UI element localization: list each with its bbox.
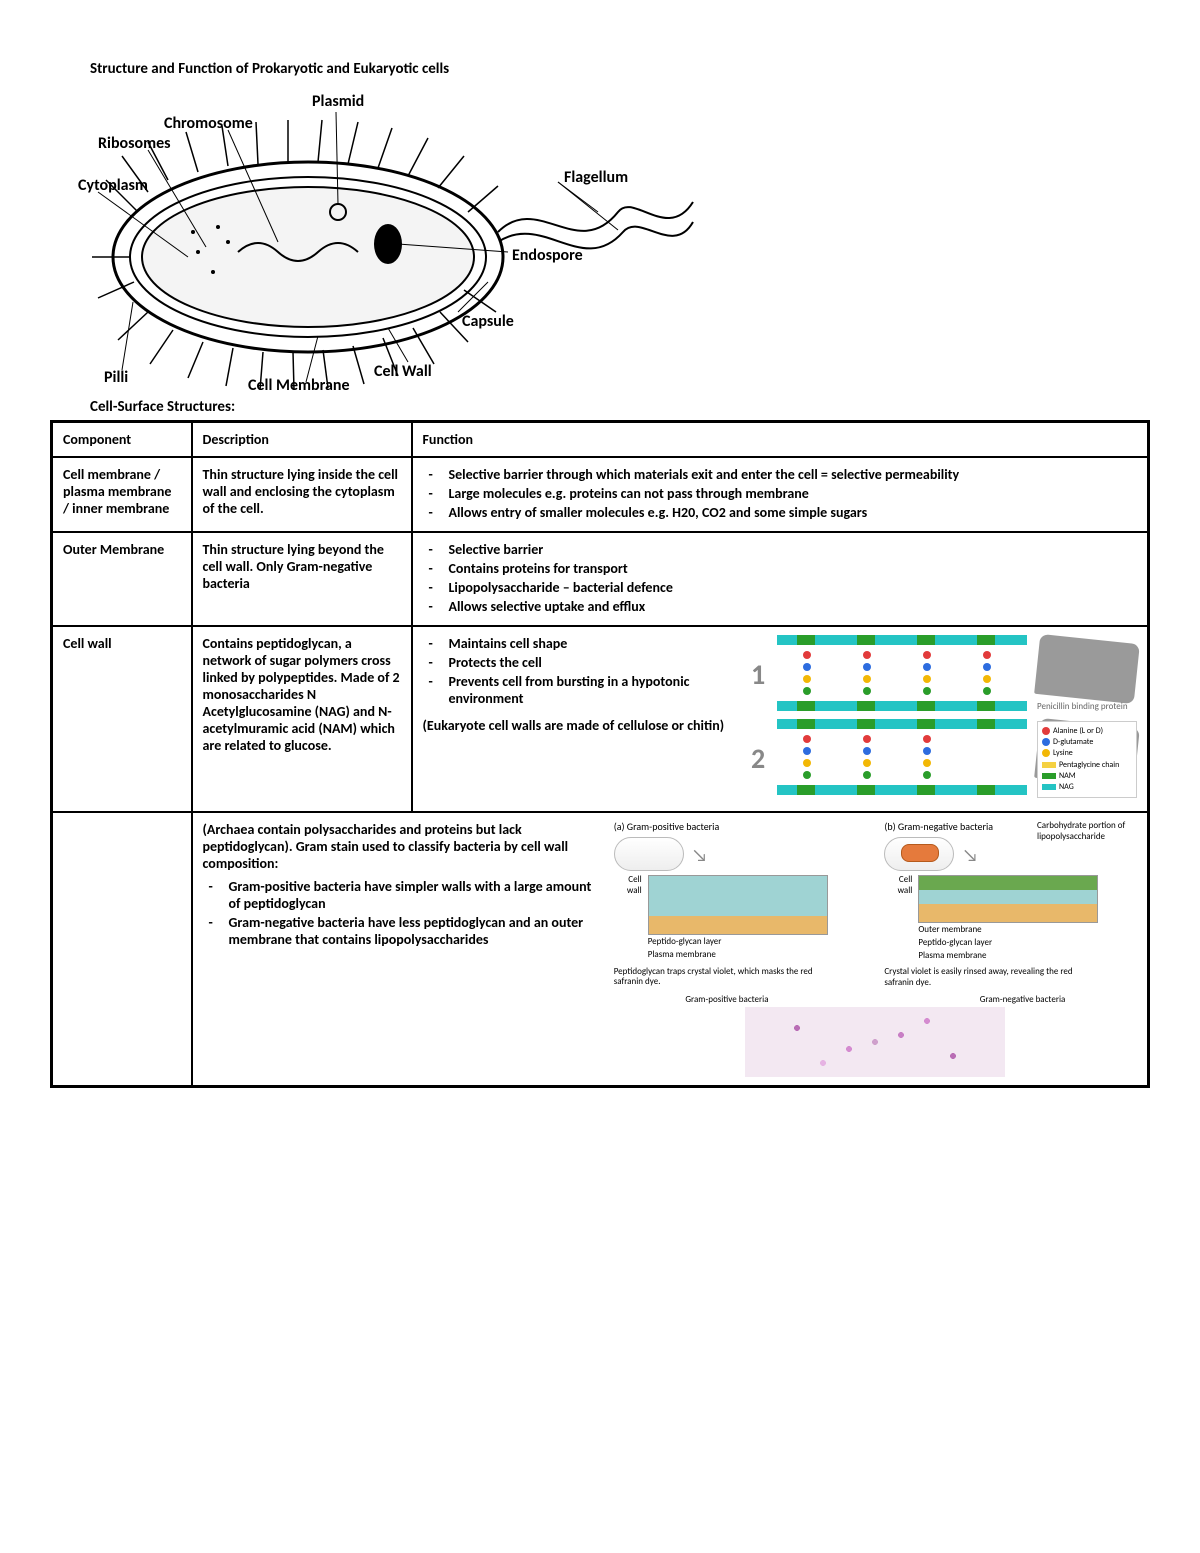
- document-title: Structure and Function of Prokaryotic an…: [90, 60, 1150, 78]
- table-row-archaea: (Archaea contain polysaccharides and pro…: [52, 812, 1149, 1086]
- label-capsule: Capsule: [462, 312, 514, 331]
- gram-caption-a: Peptidoglycan traps crystal violet, whic…: [614, 967, 814, 989]
- label-cytoplasm: Cytoplasm: [78, 176, 148, 195]
- lps-label: Carbohydrate portion of lipopolysacchari…: [1037, 821, 1147, 843]
- pg-legend: Alanine (L or D) D-glutamate Lysine Pent…: [1037, 721, 1137, 798]
- gram-caption-b: Crystal violet is easily rinsed away, re…: [884, 967, 1084, 989]
- func-item: Allows selective uptake and efflux: [441, 598, 1138, 615]
- label-endospore: Endospore: [512, 246, 583, 265]
- label-chromosome: Chromosome: [164, 114, 253, 133]
- th-component: Component: [52, 422, 192, 458]
- archaea-point: Gram-positive bacteria have simpler wall…: [221, 878, 604, 912]
- cell-description: Thin structure lying inside the cell wal…: [192, 457, 412, 532]
- label-pilli: Pilli: [104, 368, 128, 387]
- table-row: Cell membrane / plasma membrane / inner …: [52, 457, 1149, 532]
- pg-row-number: 2: [751, 741, 765, 776]
- gram-a-title: (a) Gram-positive bacteria: [614, 821, 867, 833]
- cell-function: Maintains cell shape Protects the cell P…: [412, 626, 1149, 812]
- cell-component: Outer Membrane: [52, 532, 192, 626]
- func-item: Contains proteins for transport: [441, 560, 1138, 577]
- func-note: (Eukaryote cell walls are made of cellul…: [423, 717, 768, 734]
- table-row: Outer Membrane Thin structure lying beyo…: [52, 532, 1149, 626]
- archaea-intro: (Archaea contain polysaccharides and pro…: [203, 821, 604, 872]
- cell-description: Thin structure lying beyond the cell wal…: [192, 532, 412, 626]
- func-item: Protects the cell: [441, 654, 768, 671]
- th-function: Function: [412, 422, 1149, 458]
- micro-label-negative: Gram-negative bacteria: [980, 995, 1066, 1006]
- func-item: Lipopolysaccharide – bacterial defence: [441, 579, 1138, 596]
- func-item: Allows entry of smaller molecules e.g. H…: [441, 504, 1138, 521]
- cell-component: Cell wall: [52, 626, 192, 812]
- label-plasmid: Plasmid: [312, 92, 364, 111]
- peptidoglycan-figure: 1 Penicillin binding protein 2: [777, 635, 1137, 803]
- func-item: Selective barrier: [441, 541, 1138, 558]
- func-item: Prevents cell from bursting in a hypoton…: [441, 673, 768, 707]
- prokaryote-diagram: Plasmid Chromosome Ribosomes Cytoplasm F…: [78, 82, 698, 392]
- cell-description: Contains peptidoglycan, a network of sug…: [192, 626, 412, 812]
- cell-component: Cell membrane / plasma membrane / inner …: [52, 457, 192, 532]
- gram-micrograph: [745, 1007, 1005, 1077]
- label-flagellum: Flagellum: [564, 168, 628, 187]
- structures-table: Component Description Function Cell memb…: [50, 420, 1150, 1088]
- archaea-point: Gram-negative bacteria have less peptido…: [221, 914, 604, 948]
- section-title: Cell-Surface Structures:: [90, 398, 1150, 416]
- cell-function: Selective barrier through which material…: [412, 457, 1149, 532]
- func-item: Large molecules e.g. proteins can not pa…: [441, 485, 1138, 502]
- pg-row-number: 1: [751, 657, 765, 692]
- func-item: Selective barrier through which material…: [441, 466, 1138, 483]
- penicillin-label: Penicillin binding protein: [1037, 701, 1137, 712]
- micro-label-positive: Gram-positive bacteria: [685, 995, 768, 1006]
- th-description: Description: [192, 422, 412, 458]
- func-item: Maintains cell shape: [441, 635, 768, 652]
- cell-function: Selective barrier Contains proteins for …: [412, 532, 1149, 626]
- gram-stain-figure: (a) Gram-positive bacteria ↘ Cell wall: [614, 821, 1137, 1077]
- label-ribosomes: Ribosomes: [98, 134, 171, 153]
- label-cell-wall: Cell Wall: [374, 362, 432, 381]
- table-row: Cell wall Contains peptidoglycan, a netw…: [52, 626, 1149, 812]
- label-cell-membrane: Cell Membrane: [248, 376, 350, 392]
